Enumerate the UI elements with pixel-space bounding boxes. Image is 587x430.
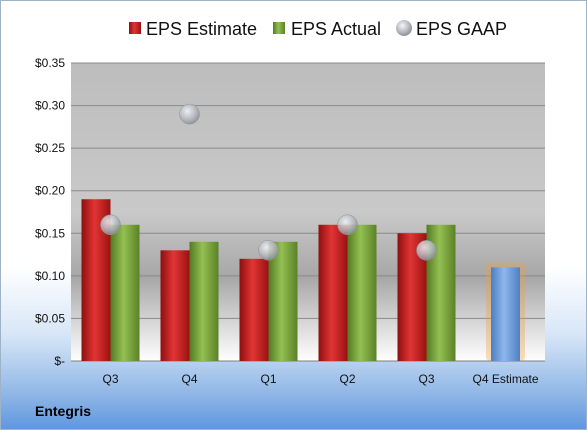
bar-eps-estimate xyxy=(239,258,269,361)
y-tick-label: $0.25 xyxy=(35,141,65,155)
y-tick-label: $0.30 xyxy=(35,99,65,113)
marker-eps-gaap xyxy=(179,103,200,125)
y-axis-labels: $- $0.05 $0.10 $0.15 $0.20 $0.25 $0.30 $0.35 xyxy=(35,56,65,368)
marker-eps-gaap xyxy=(258,240,279,261)
y-tick-label: $0.05 xyxy=(35,311,65,325)
y-tick-label: $0.35 xyxy=(35,56,65,70)
bar-eps-actual xyxy=(189,241,219,361)
marker-eps-gaap xyxy=(416,240,437,261)
marker-eps-gaap xyxy=(100,214,121,236)
gaap-markers xyxy=(100,103,437,261)
legend-item-eps-actual: EPS Actual xyxy=(273,19,381,39)
legend-label-gaap: EPS GAAP xyxy=(416,19,507,39)
legend: EPS Estimate EPS Actual EPS GAAP xyxy=(129,19,507,39)
bar-eps-actual xyxy=(347,224,377,361)
marker-eps-gaap xyxy=(337,214,358,236)
legend-swatch-actual xyxy=(273,22,285,34)
x-axis-labels: Q3 Q4 Q1 Q2 Q3 Q4 Estimate xyxy=(102,372,538,386)
x-tick-label: Q4 Estimate xyxy=(472,372,538,386)
bar-series xyxy=(81,199,525,361)
x-tick-label: Q3 xyxy=(102,372,118,386)
y-tick-label: $0.20 xyxy=(35,184,65,198)
legend-item-eps-estimate: EPS Estimate xyxy=(129,19,257,39)
legend-item-eps-gaap: EPS GAAP xyxy=(396,19,507,39)
bar-q4-estimate xyxy=(491,267,520,361)
legend-swatch-gaap xyxy=(396,20,412,36)
y-tick-label: $0.15 xyxy=(35,226,65,240)
legend-label-actual: EPS Actual xyxy=(291,19,381,39)
bar-eps-estimate xyxy=(318,224,348,361)
x-tick-label: Q2 xyxy=(339,372,355,386)
y-tick-label: $0.10 xyxy=(35,269,65,283)
bar-eps-actual xyxy=(268,241,298,361)
x-tick-label: Q3 xyxy=(418,372,434,386)
legend-swatch-estimate xyxy=(129,22,141,34)
x-tick-label: Q4 xyxy=(181,372,197,386)
x-tick-label: Q1 xyxy=(260,372,276,386)
legend-label-estimate: EPS Estimate xyxy=(146,19,257,39)
gridlines xyxy=(71,62,545,362)
y-tick-label: $- xyxy=(54,354,65,368)
bar-eps-estimate xyxy=(160,250,190,361)
company-name: Entegris xyxy=(35,403,92,419)
plot-area xyxy=(71,63,545,361)
bar-eps-actual xyxy=(110,224,140,361)
